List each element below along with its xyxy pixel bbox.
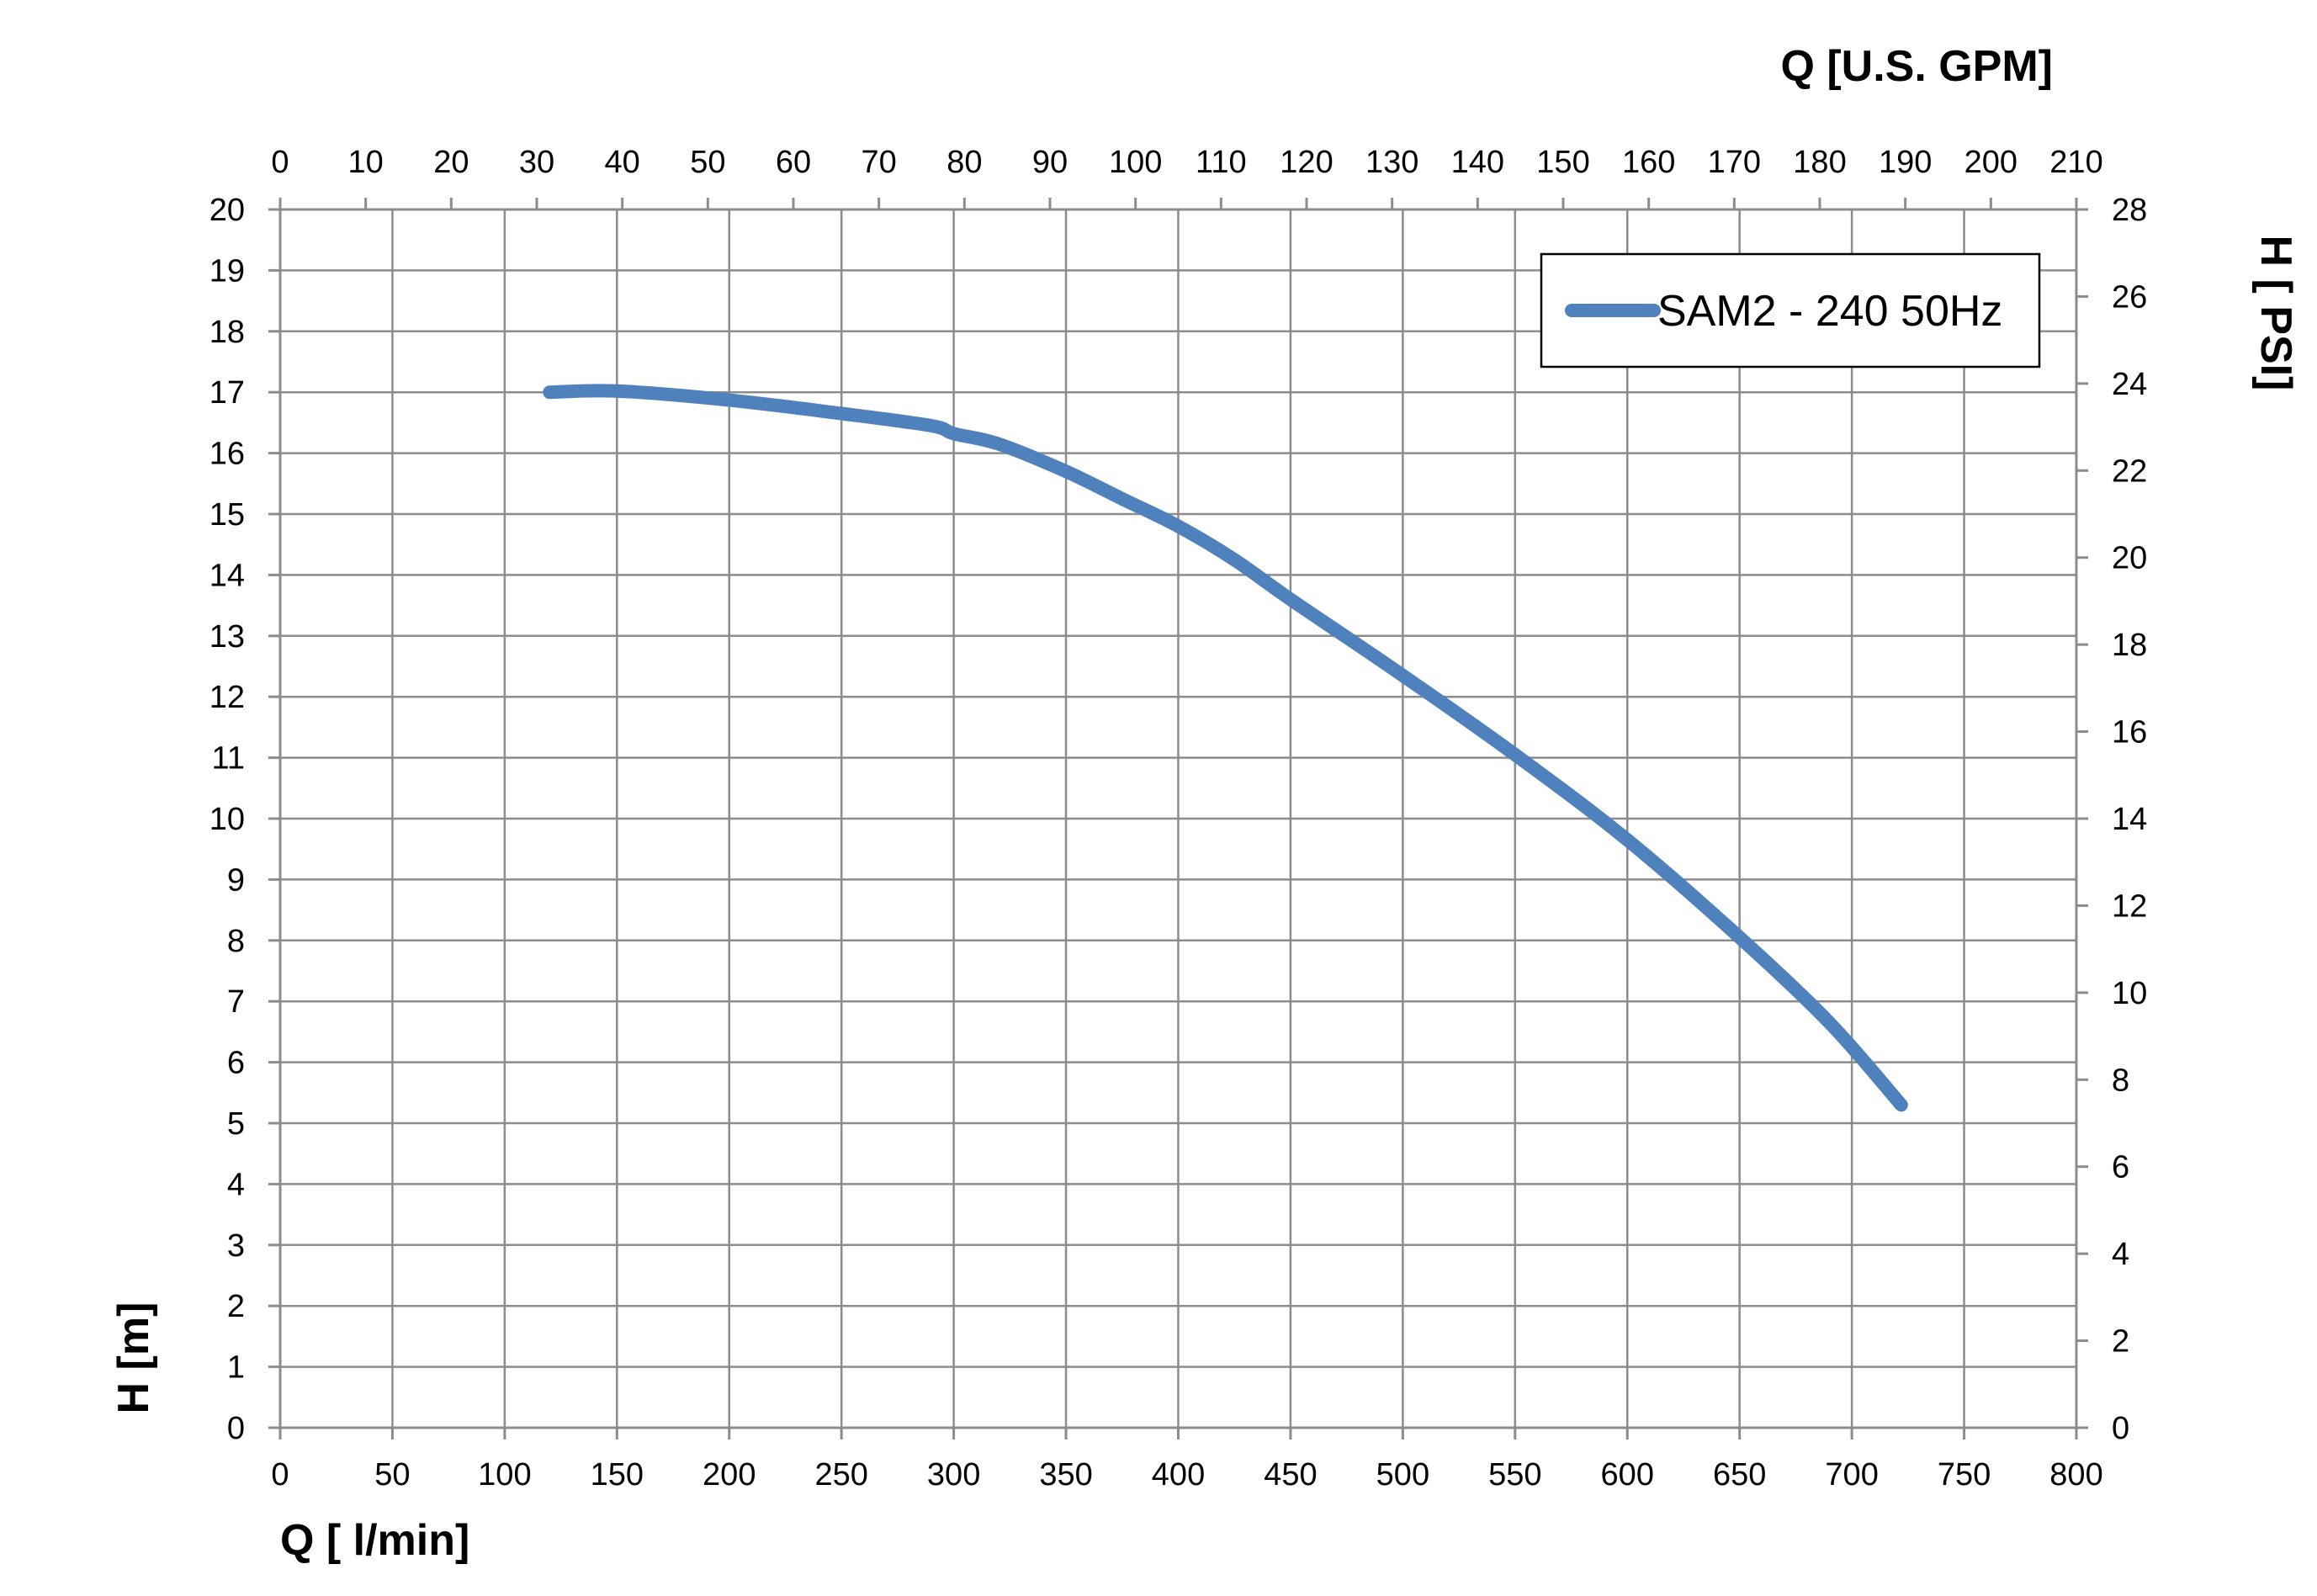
x-tick-label: 500 [1376,1457,1429,1493]
y2-tick-label: 4 [2112,1237,2129,1272]
y2-tick-label: 28 [2112,193,2147,228]
y-tick-label: 20 [209,193,245,228]
y2-tick-label: 6 [2112,1150,2129,1185]
x-tick-label: 800 [2049,1457,2102,1493]
y-tick-label: 16 [209,437,245,472]
y-tick-label: 9 [227,862,245,898]
x2-tick-label: 200 [1964,145,2017,180]
x2-tick-label: 60 [776,145,811,180]
x2-tick-label: 40 [605,145,640,180]
y-tick-label: 10 [209,802,245,837]
y-tick-label: 0 [227,1411,245,1446]
x2-tick-label: 140 [1451,145,1504,180]
legend-label: SAM2 - 240 50Hz [1657,287,2002,336]
x-tick-label: 400 [1152,1457,1205,1493]
y2-tick-label: 14 [2112,802,2147,837]
x2-tick-label: 180 [1793,145,1846,180]
x-axis-title: Q [ l/min] [280,1516,469,1565]
y2-tick-label: 22 [2112,453,2147,489]
x2-tick-label: 80 [946,145,982,180]
y2-tick-label: 10 [2112,976,2147,1011]
y2-tick-label: 26 [2112,279,2147,315]
y2-tick-label: 16 [2112,715,2147,750]
y2-tick-label: 20 [2112,541,2147,576]
y-tick-label: 4 [227,1167,245,1202]
y-tick-label: 5 [227,1106,245,1142]
x2-tick-label: 160 [1622,145,1675,180]
x2-tick-label: 110 [1196,145,1247,180]
x-tick-label: 600 [1601,1457,1654,1493]
series-layer [543,384,1908,1112]
x2-axis-title: Q [U.S. GPM] [1780,42,2053,91]
x2-tick-label: 70 [862,145,897,180]
y-tick-label: 11 [212,741,245,777]
y2-tick-label: 24 [2112,367,2147,402]
y-tick-label: 2 [227,1289,245,1324]
x2-tick-label: 0 [271,145,289,180]
x2-tick-label: 130 [1365,145,1418,180]
x-tick-label: 300 [927,1457,980,1493]
y-tick-label: 19 [209,253,245,289]
y-tick-label: 6 [227,1046,245,1081]
y-tick-label: 1 [227,1350,245,1386]
x2-tick-label: 120 [1280,145,1333,180]
x2-tick-label: 50 [690,145,725,180]
x-tick-label: 750 [1938,1457,1991,1493]
y-tick-label: 15 [209,497,245,533]
x-tick-label: 200 [703,1457,756,1493]
y2-axis-title: H [ PSI] [2251,236,2300,391]
x2-tick-label: 210 [2049,145,2102,180]
y2-tick-label: 2 [2112,1324,2129,1360]
y-tick-label: 13 [209,619,245,655]
legend: SAM2 - 240 50Hz [1540,252,2041,369]
y2-tick-label: 8 [2112,1063,2129,1098]
x2-tick-label: 90 [1032,145,1068,180]
y-tick-label: 14 [209,558,245,593]
y-tick-label: 12 [209,680,245,715]
y-tick-label: 18 [209,315,245,350]
x2-tick-label: 10 [348,145,384,180]
y2-tick-label: 18 [2112,628,2147,663]
x2-tick-label: 100 [1109,145,1162,180]
y-tick-label: 3 [227,1228,245,1264]
x-tick-label: 550 [1488,1457,1541,1493]
y2-tick-label: 12 [2112,888,2147,924]
x-tick-label: 250 [814,1457,867,1493]
x-tick-label: 0 [271,1457,289,1493]
x-tick-label: 150 [591,1457,644,1493]
x-tick-label: 450 [1264,1457,1317,1493]
y-axis-title: H [m] [109,1302,158,1414]
y-tick-label: 8 [227,924,245,959]
tick-labels: 0 50 100 150 200 250 300 350 400 450 500 550 600 650 7… [209,145,2148,1493]
x-tick-label: 100 [478,1457,531,1493]
x2-tick-label: 30 [519,145,554,180]
x-tick-label: 350 [1039,1457,1092,1493]
y-tick-label: 7 [227,984,245,1020]
x2-tick-label: 150 [1536,145,1589,180]
x-tick-label: 50 [374,1457,410,1493]
x-tick-label: 650 [1713,1457,1766,1493]
series-line [543,384,1908,1112]
x2-tick-label: 20 [433,145,469,180]
x-tick-label: 700 [1825,1457,1878,1493]
y2-tick-label: 0 [2112,1411,2129,1446]
x2-tick-label: 190 [1879,145,1932,180]
axes [268,198,2088,1440]
x2-tick-label: 170 [1708,145,1761,180]
y-tick-label: 17 [209,375,245,411]
